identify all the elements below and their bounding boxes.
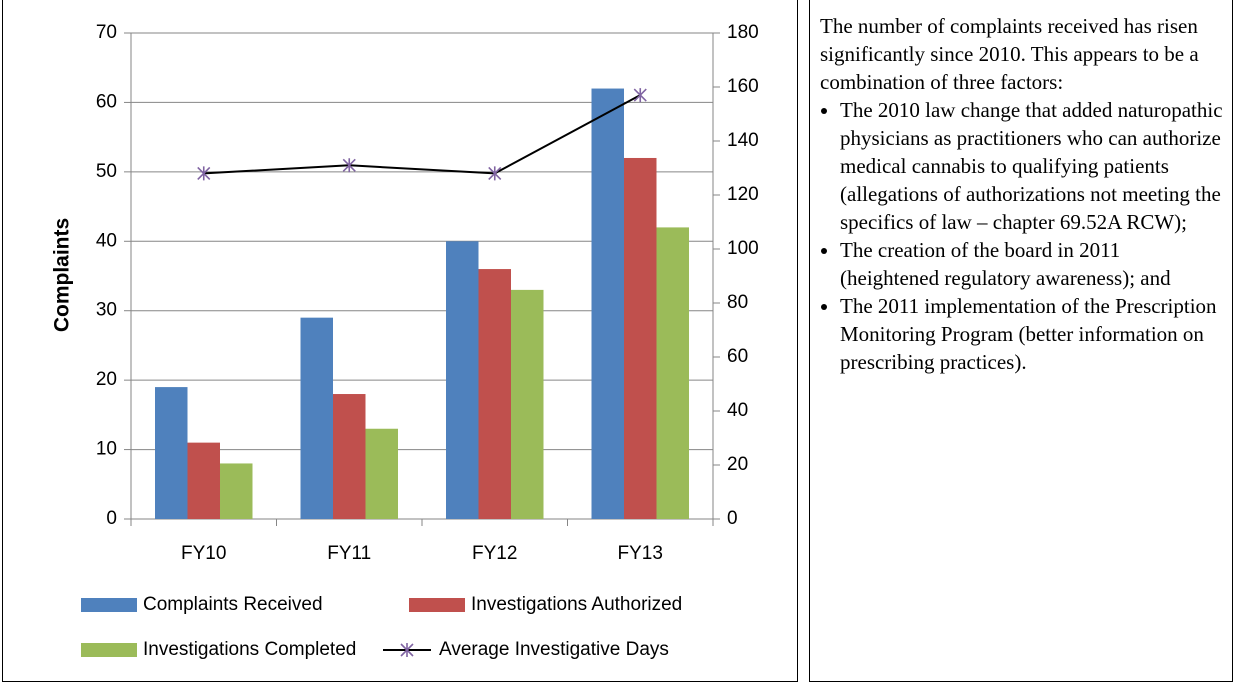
legend-label: Investigations Completed (143, 639, 356, 660)
line-marker (342, 158, 356, 173)
bar (656, 227, 689, 519)
line (203, 94, 641, 175)
y2-tick-label: 40 (727, 400, 748, 421)
x-tick-label: FY10 (181, 543, 226, 564)
bar (187, 442, 220, 519)
line-marker (488, 166, 502, 181)
text-body: The number of complaints received has ri… (810, 0, 1232, 376)
text-panel: The number of complaints received has ri… (809, 0, 1233, 682)
bullet: The creation of the board in 2011 (heigh… (840, 236, 1224, 292)
legend-swatch (81, 643, 137, 657)
y-tick-label: 10 (96, 439, 117, 460)
bullet-list: The 2010 law change that added naturopat… (820, 96, 1224, 376)
line-marker (400, 643, 414, 657)
x-tick-label: FY13 (618, 543, 663, 564)
y-tick-label: 50 (96, 161, 117, 182)
bullet: The 2010 law change that added naturopat… (840, 96, 1224, 236)
bar (478, 269, 511, 519)
y-tick-label: 70 (96, 22, 117, 43)
legend-swatch (81, 598, 137, 612)
chart-panel: Complaints 0 10 20 30 40 50 60 70 0 20 40 60 80 100 12… (2, 0, 798, 682)
y-axis-label: Complaints (51, 218, 74, 332)
y2-tick-label: 100 (727, 238, 759, 259)
bar (624, 157, 657, 519)
y2-tick-label: 160 (727, 76, 759, 97)
y2-tick-label: 140 (727, 130, 759, 151)
line-marker (197, 166, 211, 181)
bullet: The 2011 implementation of the Prescript… (840, 292, 1224, 376)
line-marker (633, 88, 647, 103)
y2-tick-label: 0 (727, 508, 738, 529)
legend-label: Average Investigative Days (439, 639, 669, 660)
bar (220, 463, 253, 519)
y2-tick-label: 80 (727, 292, 748, 313)
y2-tick-label: 20 (727, 454, 748, 475)
y2-tick-label: 60 (727, 346, 748, 367)
y2-tick-label: 180 (727, 22, 759, 43)
y-tick-label: 40 (96, 230, 117, 251)
bar (365, 428, 398, 519)
bar (300, 317, 333, 519)
legend-label: Investigations Authorized (471, 594, 682, 615)
chart: Complaints 0 10 20 30 40 50 60 70 0 20 40 60 80 100 12… (51, 22, 759, 660)
legend-swatch (409, 598, 465, 612)
bar (333, 394, 366, 519)
intro: The number of complaints received has ri… (820, 14, 1199, 94)
bar (446, 241, 479, 520)
x-tick-label: FY12 (472, 543, 517, 564)
bar (591, 88, 624, 520)
bar (155, 387, 188, 519)
bar (511, 289, 544, 519)
y-tick-label: 30 (96, 300, 117, 321)
x-tick-label: FY11 (327, 543, 371, 564)
y-tick-label: 0 (106, 508, 117, 529)
y2-tick-label: 120 (727, 184, 759, 205)
legend-label: Complaints Received (143, 594, 323, 615)
y-tick-label: 60 (96, 91, 117, 112)
y-tick-label: 20 (96, 369, 117, 390)
